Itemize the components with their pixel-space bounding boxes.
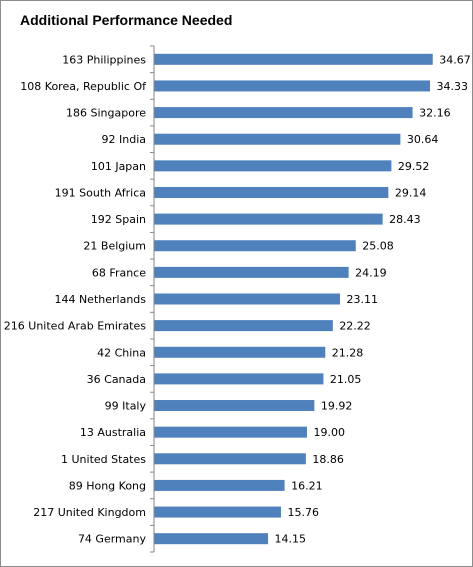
category-label: 74 Germany xyxy=(78,533,147,546)
bar xyxy=(154,426,307,438)
category-label: 21 Belgium xyxy=(83,240,146,253)
category-label: 163 Philippines xyxy=(62,53,146,66)
bars-layer xyxy=(154,53,433,545)
category-label: 192 Spain xyxy=(91,213,146,226)
category-label: 1 United States xyxy=(61,453,146,466)
value-label: 19.92 xyxy=(321,400,353,413)
bar xyxy=(154,293,340,305)
category-label: 36 Canada xyxy=(87,373,146,386)
category-label: 108 Korea, Republic Of xyxy=(20,80,147,93)
category-label: 186 Singapore xyxy=(66,107,146,120)
bar xyxy=(154,346,326,358)
category-label: 216 United Arab Emirates xyxy=(4,320,146,333)
bar xyxy=(154,160,392,172)
bar xyxy=(154,453,306,465)
value-label: 16.21 xyxy=(291,479,323,492)
category-labels: 163 Philippines 108 Korea, Republic Of 186… xyxy=(4,53,147,545)
value-label: 23.11 xyxy=(346,293,378,306)
bar xyxy=(154,186,389,198)
bar xyxy=(154,53,433,65)
bar xyxy=(154,240,356,252)
value-label: 18.86 xyxy=(312,453,344,466)
bar xyxy=(154,506,281,518)
value-label: 19.00 xyxy=(313,426,345,439)
value-label: 30.64 xyxy=(407,133,439,146)
bar xyxy=(154,479,285,491)
value-label: 15.76 xyxy=(287,506,319,519)
bar xyxy=(154,107,413,119)
value-labels: 34.67 34.33 32.16 30.64 29.52 29.14 28.43 25.08… xyxy=(275,53,471,545)
value-label: 25.08 xyxy=(362,240,394,253)
value-label: 32.16 xyxy=(419,107,451,120)
category-label: 99 Italy xyxy=(105,400,147,413)
bar xyxy=(154,213,383,225)
category-label: 92 India xyxy=(102,133,147,146)
bar xyxy=(154,80,430,92)
value-label: 21.28 xyxy=(332,346,364,359)
value-label: 29.14 xyxy=(395,186,427,199)
category-label: 101 Japan xyxy=(91,160,146,173)
value-label: 34.67 xyxy=(439,53,471,66)
category-label: 13 Australia xyxy=(80,426,146,439)
value-label: 28.43 xyxy=(389,213,421,226)
category-label: 191 South Africa xyxy=(55,186,146,199)
category-label: 144 Netherlands xyxy=(54,293,146,306)
value-label: 14.15 xyxy=(275,533,307,546)
category-label: 89 Hong Kong xyxy=(69,479,146,492)
category-label: 68 France xyxy=(92,266,146,279)
chart-title: Additional Performance Needed xyxy=(20,12,233,28)
value-label: 22.22 xyxy=(339,320,371,333)
bar xyxy=(154,266,349,278)
value-label: 29.52 xyxy=(398,160,430,173)
bar xyxy=(154,373,324,385)
bar xyxy=(154,533,269,545)
y-axis-ticks xyxy=(150,45,154,553)
bar xyxy=(154,400,315,412)
value-label: 34.33 xyxy=(436,80,468,93)
bar xyxy=(154,320,333,332)
value-label: 21.05 xyxy=(330,373,362,386)
category-label: 217 United Kingdom xyxy=(33,506,146,519)
category-label: 42 China xyxy=(97,346,146,359)
bar xyxy=(154,133,401,145)
value-label: 24.19 xyxy=(355,266,387,279)
